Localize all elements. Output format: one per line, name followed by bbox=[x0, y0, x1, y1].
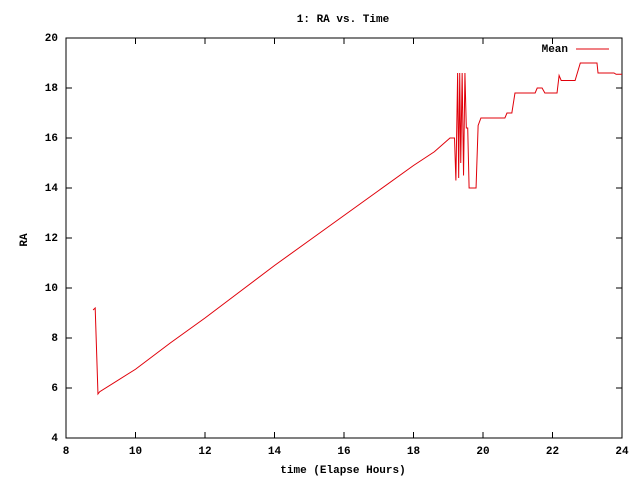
y-tick-label: 6 bbox=[51, 383, 58, 395]
x-axis-label: time (Elapse Hours) bbox=[280, 465, 405, 477]
x-tick-label: 18 bbox=[407, 446, 421, 458]
y-tick-label: 10 bbox=[45, 283, 58, 295]
y-tick-label: 12 bbox=[45, 233, 58, 245]
x-tick-label: 8 bbox=[63, 446, 70, 458]
x-tick-label: 22 bbox=[546, 446, 559, 458]
data-line bbox=[92, 62, 622, 396]
x-tick-label: 12 bbox=[198, 446, 211, 458]
y-tick-label: 18 bbox=[45, 83, 59, 95]
y-axis-label: RA bbox=[19, 233, 31, 247]
y-tick-label: 14 bbox=[45, 183, 59, 195]
x-tick-label: 14 bbox=[268, 446, 282, 458]
x-tick-label: 20 bbox=[476, 446, 489, 458]
x-tick-label: 10 bbox=[129, 446, 142, 458]
x-tick-label: 24 bbox=[615, 446, 629, 458]
x-tick-label: 16 bbox=[337, 446, 350, 458]
y-tick-label: 4 bbox=[51, 433, 58, 445]
legend-label: Mean bbox=[542, 44, 568, 56]
y-tick-label: 16 bbox=[45, 133, 58, 145]
chart-title: 1: RA vs. Time bbox=[297, 14, 390, 26]
y-tick-label: 20 bbox=[45, 33, 58, 45]
y-tick-label: 8 bbox=[51, 333, 58, 345]
